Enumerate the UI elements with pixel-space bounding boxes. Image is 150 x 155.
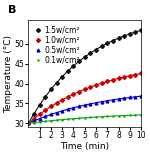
- 1.0w/cm²: [56, 102, 57, 104]
- 1.5w/cm²: [101, 45, 103, 47]
- 0.5w/cm²: [28, 122, 29, 124]
- 1.0w/cm²: [129, 75, 131, 77]
- 0.5w/cm²: [56, 112, 57, 113]
- 0.5w/cm²: [140, 95, 142, 97]
- Text: B: B: [8, 5, 17, 15]
- 1.5w/cm²: [118, 37, 119, 39]
- 1.0w/cm²: [73, 93, 74, 95]
- 1.0w/cm²: [101, 82, 103, 84]
- 0.1w/cm²: [118, 115, 119, 117]
- 1.0w/cm²: [106, 80, 108, 82]
- 1.0w/cm²: [112, 79, 114, 81]
- 1.0w/cm²: [28, 122, 29, 124]
- 1.5w/cm²: [140, 29, 142, 31]
- 1.5w/cm²: [33, 113, 35, 115]
- X-axis label: Time (min): Time (min): [60, 142, 109, 151]
- 0.1w/cm²: [101, 116, 103, 118]
- 0.5w/cm²: [61, 110, 63, 112]
- 0.1w/cm²: [78, 117, 80, 119]
- 0.1w/cm²: [56, 119, 57, 121]
- 1.0w/cm²: [78, 91, 80, 93]
- 1.0w/cm²: [140, 73, 142, 74]
- 0.5w/cm²: [78, 105, 80, 107]
- 0.5w/cm²: [106, 100, 108, 102]
- 1.0w/cm²: [67, 96, 69, 98]
- 0.5w/cm²: [44, 115, 46, 117]
- Line: 0.5w/cm²: 0.5w/cm²: [27, 95, 142, 125]
- 1.0w/cm²: [44, 109, 46, 111]
- 0.5w/cm²: [118, 98, 119, 100]
- 0.5w/cm²: [95, 102, 97, 104]
- 1.0w/cm²: [50, 106, 52, 107]
- 1.5w/cm²: [129, 33, 131, 35]
- 1.5w/cm²: [78, 60, 80, 62]
- 1.5w/cm²: [123, 35, 125, 37]
- 0.1w/cm²: [89, 116, 91, 118]
- 0.1w/cm²: [84, 117, 86, 119]
- Line: 1.0w/cm²: 1.0w/cm²: [27, 72, 142, 125]
- 1.5w/cm²: [106, 42, 108, 44]
- 0.5w/cm²: [73, 107, 74, 109]
- 1.0w/cm²: [95, 84, 97, 86]
- 0.1w/cm²: [135, 114, 136, 116]
- 1.5w/cm²: [28, 122, 29, 124]
- Line: 0.1w/cm²: 0.1w/cm²: [27, 113, 142, 125]
- 0.1w/cm²: [106, 115, 108, 117]
- 0.1w/cm²: [44, 120, 46, 122]
- 1.5w/cm²: [89, 52, 91, 54]
- 0.5w/cm²: [129, 97, 131, 98]
- 0.5w/cm²: [135, 96, 136, 98]
- 0.1w/cm²: [33, 122, 35, 124]
- 0.1w/cm²: [140, 114, 142, 116]
- 0.5w/cm²: [101, 101, 103, 103]
- 0.1w/cm²: [112, 115, 114, 117]
- 1.5w/cm²: [56, 82, 57, 84]
- 0.1w/cm²: [95, 116, 97, 118]
- 0.5w/cm²: [33, 120, 35, 122]
- 1.0w/cm²: [135, 74, 136, 75]
- 0.5w/cm²: [89, 103, 91, 105]
- 1.0w/cm²: [123, 76, 125, 78]
- 0.1w/cm²: [123, 115, 125, 116]
- 1.0w/cm²: [118, 78, 119, 79]
- 0.1w/cm²: [67, 118, 69, 120]
- 1.0w/cm²: [84, 88, 86, 90]
- Y-axis label: Temperature (°C): Temperature (°C): [4, 35, 13, 113]
- 0.1w/cm²: [39, 121, 41, 123]
- 1.5w/cm²: [50, 89, 52, 90]
- 0.5w/cm²: [123, 97, 125, 99]
- 0.1w/cm²: [73, 118, 74, 120]
- 0.5w/cm²: [39, 118, 41, 120]
- 1.5w/cm²: [95, 49, 97, 50]
- 1.5w/cm²: [84, 56, 86, 58]
- 0.5w/cm²: [67, 108, 69, 110]
- 0.5w/cm²: [50, 113, 52, 115]
- 1.5w/cm²: [73, 65, 74, 67]
- 0.5w/cm²: [112, 99, 114, 101]
- 1.5w/cm²: [67, 70, 69, 72]
- 1.0w/cm²: [33, 118, 35, 120]
- 1.5w/cm²: [112, 40, 114, 42]
- 1.5w/cm²: [135, 31, 136, 33]
- 1.5w/cm²: [44, 96, 46, 98]
- 1.0w/cm²: [61, 99, 63, 101]
- 0.1w/cm²: [28, 122, 29, 124]
- 1.0w/cm²: [39, 113, 41, 115]
- 1.0w/cm²: [89, 86, 91, 88]
- 0.1w/cm²: [61, 119, 63, 121]
- Legend: 1.5w/cm², 1.0w/cm², 0.5w/cm², 0.1w/cm²: 1.5w/cm², 1.0w/cm², 0.5w/cm², 0.1w/cm²: [32, 24, 82, 66]
- 0.1w/cm²: [129, 114, 131, 116]
- 1.5w/cm²: [61, 76, 63, 78]
- 0.1w/cm²: [50, 120, 52, 122]
- Line: 1.5w/cm²: 1.5w/cm²: [27, 29, 142, 125]
- 1.5w/cm²: [39, 104, 41, 106]
- 0.5w/cm²: [84, 104, 86, 106]
